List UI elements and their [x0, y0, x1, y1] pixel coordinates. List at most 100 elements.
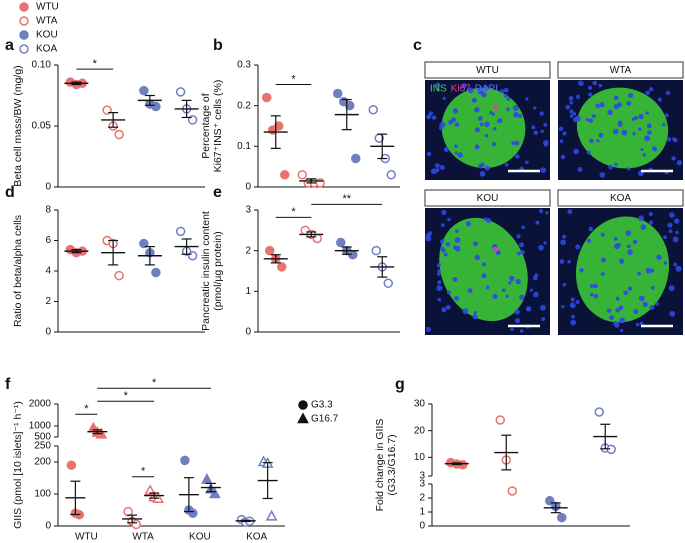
nucleus	[532, 291, 539, 298]
data-point	[175, 87, 186, 97]
nucleus	[442, 96, 446, 101]
nucleus	[626, 244, 631, 249]
x-tick-label: KOA	[246, 532, 267, 543]
data-point	[114, 129, 124, 140]
data-point	[368, 104, 378, 115]
y-tick-label: 0	[245, 327, 251, 338]
panel-letter: e	[213, 184, 222, 201]
nucleus	[595, 103, 601, 109]
y-tick-label: 100	[34, 489, 51, 500]
nucleus	[568, 96, 574, 101]
nucleus	[436, 263, 442, 268]
nucleus	[506, 107, 510, 112]
nucleus	[474, 127, 481, 133]
nucleus	[472, 314, 478, 320]
y-tick-label: 2	[245, 245, 251, 256]
legend-marker	[19, 30, 29, 40]
nucleus	[473, 311, 477, 315]
y-tick-label: 2	[419, 493, 425, 504]
nucleus	[623, 290, 629, 296]
nucleus	[627, 167, 631, 171]
stain-label: Ki67	[451, 84, 471, 95]
nucleus	[484, 121, 490, 128]
panel-title-box	[424, 61, 551, 79]
data-point	[123, 506, 133, 517]
nucleus	[642, 301, 648, 308]
ki67-nucleus	[493, 105, 498, 111]
data-point	[262, 92, 272, 103]
nucleus	[539, 209, 544, 214]
nucleus	[492, 126, 497, 131]
nucleus	[570, 319, 576, 326]
nucleus	[508, 281, 512, 285]
data-point	[315, 178, 325, 188]
nucleus	[540, 129, 544, 134]
nucleus	[484, 133, 489, 138]
nucleus	[618, 258, 625, 264]
y-tick-label: 10	[414, 452, 426, 463]
nucleus	[662, 122, 666, 127]
nucleus	[635, 322, 640, 327]
nucleus	[533, 106, 537, 110]
nucleus	[425, 235, 432, 242]
nucleus	[567, 209, 573, 215]
islet	[576, 87, 669, 169]
nucleus	[637, 127, 642, 131]
data-point	[151, 267, 161, 278]
nucleus	[675, 265, 682, 272]
y-axis-label: GIIS (pmol [10 islets]⁻¹ h⁻¹)	[12, 401, 24, 529]
nucleus	[569, 101, 574, 105]
panel-title-box	[557, 189, 684, 207]
x-tick-label: WTA	[132, 532, 154, 543]
nucleus	[514, 140, 520, 146]
nucleus	[569, 109, 574, 114]
islet	[441, 87, 526, 169]
significance-label: *	[291, 206, 296, 218]
nucleus	[455, 229, 459, 233]
nucleus	[577, 167, 583, 172]
y-axis-label: (G3.3/G16.7)	[386, 434, 398, 495]
nucleus	[640, 224, 647, 230]
nucleus	[483, 217, 488, 221]
nucleus	[559, 139, 564, 143]
nucleus	[598, 132, 604, 138]
nucleus	[525, 160, 529, 165]
y-axis-label: Beta cell mass/BW (mg/g)	[12, 65, 24, 186]
nucleus	[645, 111, 649, 115]
nucleus	[621, 129, 628, 136]
nucleus	[489, 110, 493, 115]
nucleus	[657, 97, 662, 102]
nucleus	[515, 278, 521, 285]
nucleus	[454, 122, 460, 127]
nucleus	[612, 128, 619, 135]
nucleus	[481, 262, 486, 267]
nucleus	[613, 236, 618, 241]
nucleus	[492, 293, 498, 299]
nucleus	[559, 259, 565, 264]
nucleus	[569, 302, 576, 309]
data-point	[371, 245, 381, 256]
nucleus	[614, 162, 618, 167]
nucleus	[562, 131, 567, 136]
nucleus	[426, 114, 432, 120]
nucleus	[600, 272, 605, 277]
nucleus	[570, 297, 575, 302]
data-point	[336, 237, 346, 248]
data-point	[507, 486, 517, 496]
nucleus	[503, 87, 509, 93]
nucleus	[443, 252, 448, 257]
nucleus	[607, 109, 613, 116]
nucleus	[632, 132, 636, 136]
nucleus	[591, 114, 596, 119]
stain-label: INS	[430, 84, 447, 95]
nucleus	[613, 95, 619, 100]
nucleus	[445, 242, 451, 247]
nucleus	[512, 105, 519, 112]
nucleus	[517, 113, 523, 119]
nucleus	[535, 220, 540, 225]
significance-label: *	[124, 390, 129, 402]
nucleus	[514, 318, 521, 324]
nucleus	[634, 115, 639, 120]
y-axis-label: Ki67⁺INS⁺ cells (%)	[212, 80, 224, 173]
nucleus	[672, 137, 676, 141]
